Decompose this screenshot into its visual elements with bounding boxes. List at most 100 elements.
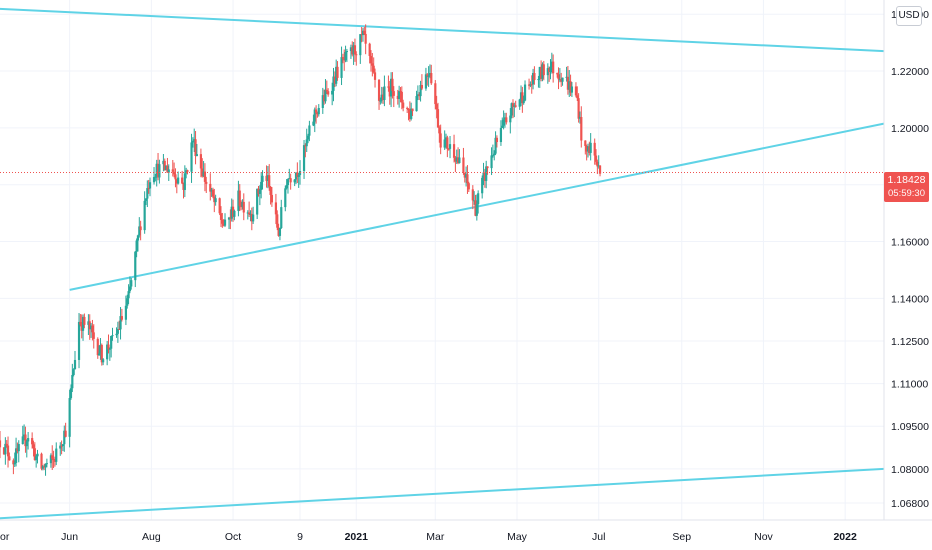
candle-body (400, 91, 403, 103)
price-tick-label: 1.06800 (891, 498, 929, 510)
candle-body (493, 153, 496, 156)
candle-body (130, 280, 133, 287)
candle-body (467, 183, 470, 190)
candle-body (183, 173, 186, 190)
candle-body (134, 251, 137, 281)
candle-body (302, 145, 306, 172)
candle-body (340, 57, 343, 78)
time-tick-label: Mar (426, 531, 445, 543)
candle-body (35, 456, 38, 461)
candle-body (306, 135, 310, 140)
candle-body (111, 335, 114, 337)
candle-body (373, 72, 377, 80)
candle-body (162, 160, 165, 165)
candle-body (343, 58, 346, 61)
candle-body (531, 72, 535, 85)
candle-body (477, 193, 480, 205)
candle-body (181, 177, 184, 184)
candle-body (166, 165, 169, 173)
candle-body (233, 210, 236, 217)
candle-body (120, 316, 123, 320)
candle-body (79, 321, 82, 325)
candle-body (548, 68, 551, 73)
candle-body (231, 206, 235, 217)
candle-body (475, 204, 478, 216)
candle-body (135, 240, 138, 252)
candle-body (69, 388, 73, 399)
candle-body (270, 194, 273, 203)
candle-body (257, 188, 260, 194)
candle-body (454, 157, 457, 162)
candle-body (351, 47, 354, 55)
candle-body (222, 223, 225, 226)
candle-body (569, 81, 572, 93)
candle-body (345, 51, 349, 53)
candle-body (139, 226, 142, 231)
candle-body (63, 430, 66, 445)
candle-body (221, 219, 224, 224)
candles-layer (0, 24, 602, 476)
candle-body (43, 466, 46, 468)
candle-body (146, 188, 149, 199)
candle-body (223, 219, 227, 226)
candle-body (265, 175, 268, 181)
candle-body (503, 117, 507, 120)
candle-body (321, 95, 324, 108)
price-axis: 1.240001.220001.200001.180001.160001.140… (891, 9, 929, 510)
candle-body (195, 154, 198, 156)
candle-body (360, 34, 363, 36)
candle-body (2, 447, 6, 455)
candle-body (407, 108, 410, 111)
last-price-value: 1.18428 (887, 174, 926, 186)
candle-body (586, 146, 590, 152)
candle-body (560, 79, 563, 82)
candle-body (5, 443, 8, 446)
candle-body (381, 94, 385, 100)
candle-body (327, 91, 330, 95)
candle-body (379, 100, 382, 102)
candle-body (211, 189, 215, 197)
candle-body (439, 133, 442, 148)
candle-body (171, 169, 174, 172)
candle-body (32, 444, 35, 449)
candle-body (124, 305, 128, 320)
candle-body (214, 198, 217, 203)
candle-body (415, 96, 418, 112)
candle-body (294, 172, 298, 180)
time-tick-label: 9 (297, 531, 303, 543)
time-tick-label: Nov (754, 531, 773, 543)
price-tick-label: 1.11000 (891, 379, 928, 391)
candle-body (147, 188, 150, 190)
candle-body (473, 200, 476, 202)
candle-body (258, 189, 261, 194)
candle-body (396, 95, 399, 99)
candle-body (494, 137, 497, 154)
candle-body (331, 90, 334, 95)
candle-body (580, 117, 583, 141)
candle-body (250, 213, 253, 222)
candle-body (116, 329, 119, 334)
candle-body (541, 64, 544, 79)
candle-body (495, 137, 499, 143)
candle-body (419, 84, 422, 97)
candle-body (6, 445, 10, 457)
candle-body (428, 73, 432, 76)
candle-body (177, 177, 180, 184)
candle-body (143, 200, 146, 231)
candle-body (588, 146, 591, 153)
price-tick-label: 1.20000 (891, 123, 929, 135)
trendline[interactable] (0, 7, 885, 53)
candle-body (499, 127, 503, 143)
candle-body (344, 52, 347, 61)
candle-body (126, 298, 129, 306)
currency-button[interactable]: USD (896, 6, 922, 26)
candle-body (106, 344, 109, 360)
candle-body (352, 45, 355, 55)
trendline[interactable] (0, 467, 885, 520)
candle-body (148, 182, 152, 189)
candle-body (107, 344, 110, 350)
candle-body (68, 398, 71, 437)
candle-body (96, 338, 99, 356)
candle-body (98, 353, 101, 356)
